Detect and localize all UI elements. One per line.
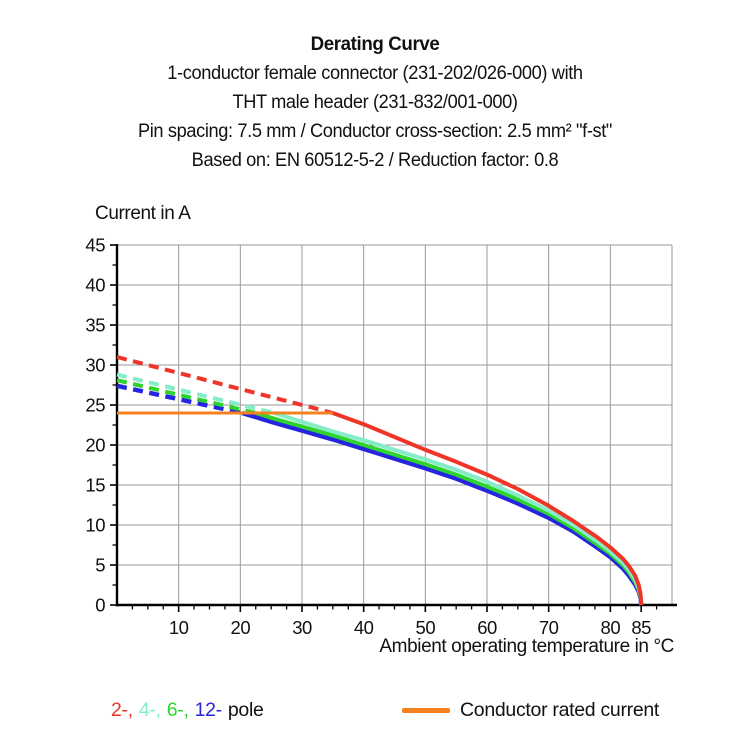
curve-2-pole-dashed bbox=[116, 355, 334, 415]
legend-pole-suffix: pole bbox=[227, 699, 264, 721]
curve-6-pole-dashed bbox=[116, 378, 257, 415]
rated-current-label: Conductor rated current bbox=[460, 699, 660, 721]
y-tick-label: 30 bbox=[85, 355, 105, 376]
x-tick-label: 60 bbox=[477, 617, 497, 638]
x-tick-label: 50 bbox=[416, 617, 436, 638]
x-tick-label: 80 bbox=[601, 617, 621, 638]
curve-4-pole-dashed bbox=[116, 372, 275, 415]
chart-subtitle-line-2: THT male header (231-832/001-000) bbox=[232, 92, 518, 113]
y-axis-title: Current in A bbox=[95, 203, 191, 224]
chart-subtitle-line-4: Based on: EN 60512-5-2 / Reduction facto… bbox=[191, 150, 559, 171]
curve-6-pole-solid bbox=[255, 411, 644, 606]
x-tick-label: 30 bbox=[292, 617, 312, 638]
y-tick-label: 45 bbox=[85, 235, 105, 256]
y-tick-label: 25 bbox=[85, 395, 105, 416]
curve-2-pole-solid bbox=[332, 411, 644, 606]
y-tick-label: 20 bbox=[85, 435, 105, 456]
x-tick-label: 20 bbox=[231, 617, 251, 638]
y-tick-label: 40 bbox=[85, 275, 105, 296]
x-axis-title: Ambient operating temperature in °C bbox=[379, 636, 674, 657]
legend-pole-item: 2-, bbox=[111, 699, 133, 721]
curve-12-pole-dashed bbox=[116, 383, 243, 416]
y-tick-label: 10 bbox=[85, 515, 105, 536]
y-tick-label: 15 bbox=[85, 475, 105, 496]
x-tick-label: 70 bbox=[539, 617, 559, 638]
y-tick-label: 0 bbox=[95, 595, 105, 616]
y-tick-label: 35 bbox=[85, 315, 105, 336]
x-tick-label: 85 bbox=[631, 617, 651, 638]
chart-canvas: 10 20 30 40 50 60 70 80 85 0 5 10 15 20 25 30 35 40 45 bbox=[85, 235, 677, 638]
legend-pole-item: 6-, bbox=[166, 699, 189, 721]
legend-rated-current: Conductor rated current bbox=[402, 699, 659, 722]
legend-pole-item: 4-, bbox=[138, 699, 161, 721]
curve-4-pole-solid bbox=[273, 411, 644, 606]
chart-subtitle-line-1: 1-conductor female connector (231-202/02… bbox=[167, 63, 583, 84]
legend-pole-item: 12- bbox=[194, 699, 223, 721]
title-block: Derating Curve 1-conductor female connec… bbox=[15, 30, 735, 175]
rated-current-line-swatch bbox=[402, 708, 450, 713]
x-tick-label: 40 bbox=[354, 617, 374, 638]
x-tick-label: 10 bbox=[169, 617, 189, 638]
legend-pole-counts: 2-, 4-, 6-, 12- pole bbox=[111, 699, 270, 722]
chart-subtitle-line-3: Pin spacing: 7.5 mm / Conductor cross-se… bbox=[137, 121, 613, 142]
chart-title: Derating Curve bbox=[310, 33, 440, 55]
y-tick-label: 5 bbox=[95, 555, 105, 576]
